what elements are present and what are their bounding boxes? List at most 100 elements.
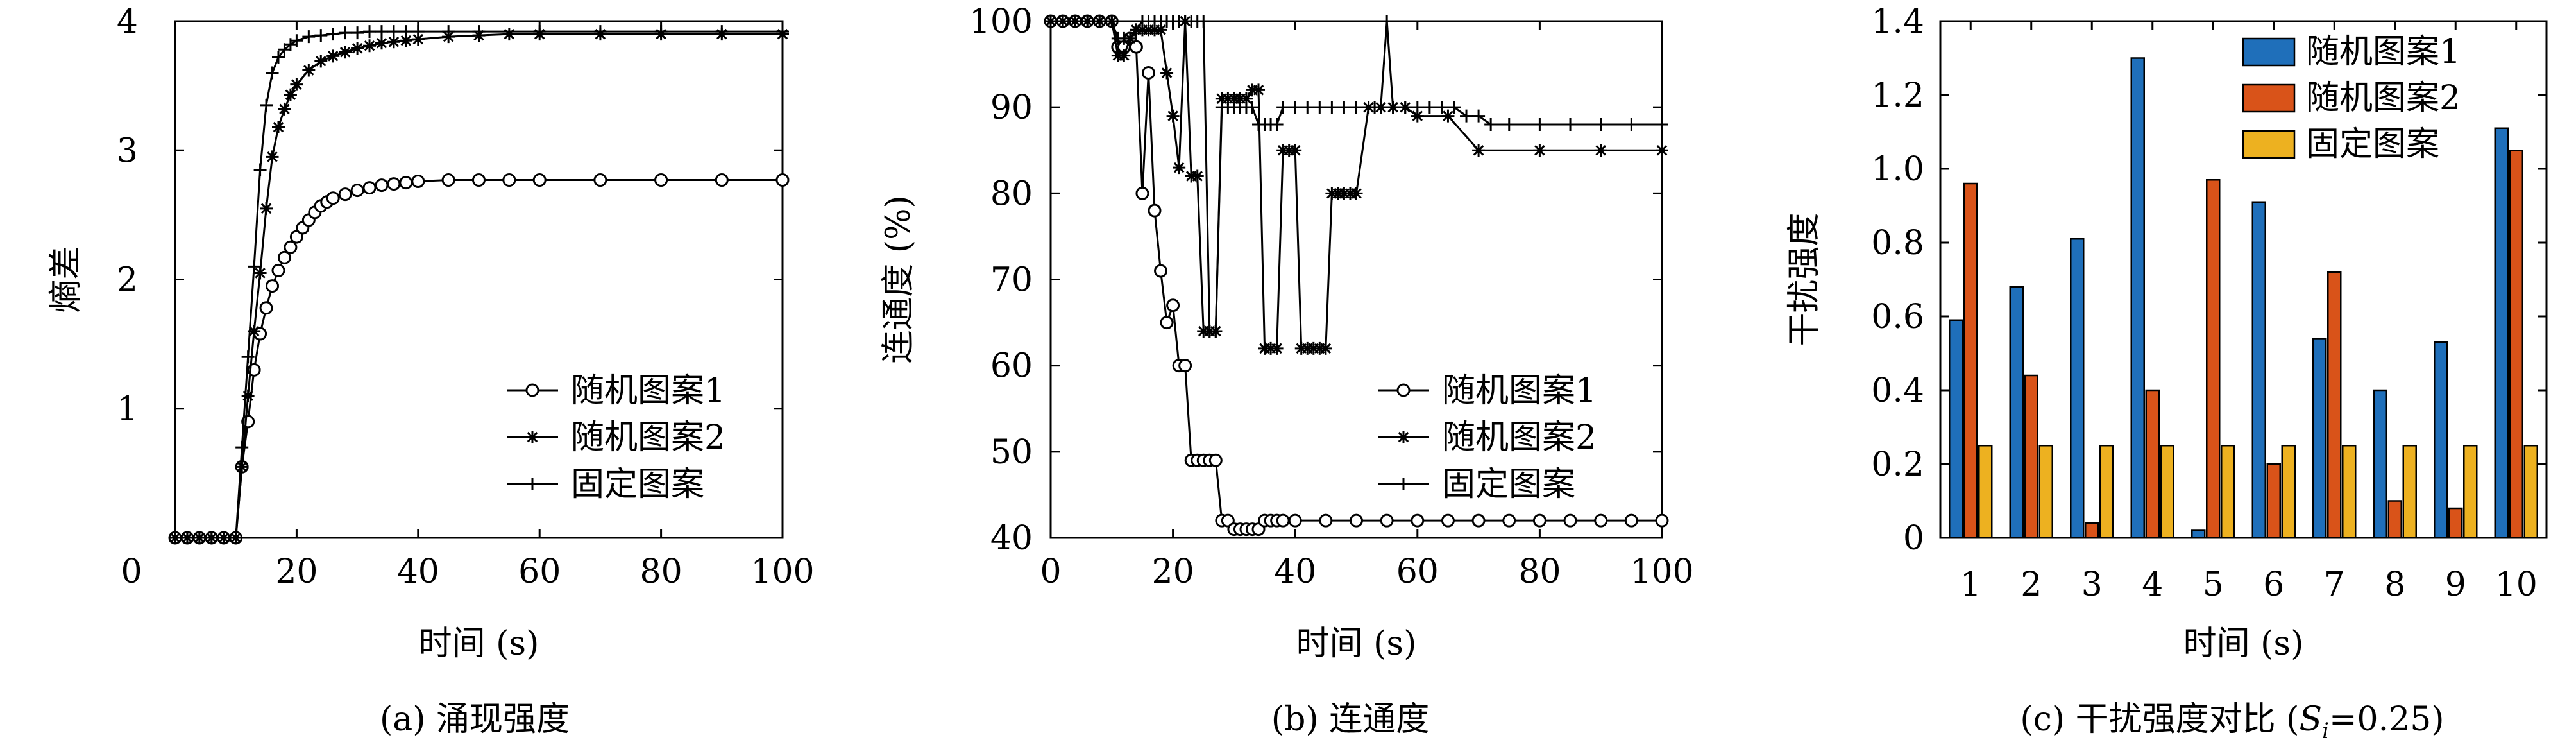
y-tick-label: 3 xyxy=(117,132,138,170)
legend-label: 随机图案1 xyxy=(2306,33,2461,71)
data-point xyxy=(654,25,668,39)
data-point xyxy=(302,64,316,77)
y-tick-label: 0 xyxy=(1903,519,1924,558)
bar xyxy=(2523,445,2538,539)
data-point xyxy=(271,121,285,134)
x-tick-label: 100 xyxy=(750,553,814,591)
data-point xyxy=(1411,101,1424,114)
data-point xyxy=(326,28,340,41)
data-point xyxy=(1625,118,1638,131)
bar xyxy=(2402,445,2417,539)
data-point xyxy=(339,26,352,40)
plot-frame xyxy=(174,20,784,539)
y-tick-label: 50 xyxy=(990,433,1033,472)
plot-frame xyxy=(1049,20,1663,539)
bar xyxy=(2312,338,2327,539)
data-point xyxy=(253,266,267,280)
caption-text: (c) 干扰强度对比 ( xyxy=(2020,700,2299,739)
legend: 随机图案1 随机图案2 固定图案 xyxy=(1378,372,1597,504)
panel-1: 0 20 40 60 80 100 40 50 60 70 80 90 100 时间 (s) 连通度 (%)… xyxy=(879,3,1694,739)
x-tick-label: 10 xyxy=(2495,565,2538,604)
data-point xyxy=(441,173,455,187)
data-point xyxy=(350,184,364,198)
legend-marker xyxy=(526,431,539,443)
bar xyxy=(2085,522,2099,539)
x-tick-label: 40 xyxy=(397,553,439,591)
data-point xyxy=(338,187,352,202)
data-point xyxy=(284,240,298,254)
data-point xyxy=(1252,83,1266,97)
x-tick-label: 60 xyxy=(1396,553,1439,591)
bar xyxy=(2099,445,2114,539)
legend-swatch xyxy=(2242,130,2296,159)
x-tick-label: 1 xyxy=(1960,565,1981,604)
data-point xyxy=(169,531,182,544)
data-point xyxy=(314,55,328,68)
data-point xyxy=(411,25,425,39)
data-point xyxy=(1423,101,1436,114)
data-point xyxy=(266,279,280,293)
legend-label: 固定图案 xyxy=(1442,465,1575,504)
data-point xyxy=(362,181,377,195)
data-point xyxy=(253,163,267,176)
data-point xyxy=(260,202,273,215)
data-point xyxy=(1208,453,1223,467)
bar xyxy=(2494,127,2509,539)
panel-caption: (b) 连通度 xyxy=(1271,700,1429,739)
y-axis-label: 连通度 (%) xyxy=(879,195,918,364)
data-point xyxy=(271,263,285,277)
bar xyxy=(1978,445,1993,539)
data-point xyxy=(1173,161,1186,175)
x-tick-label: 80 xyxy=(1518,553,1561,591)
legend-marker xyxy=(525,383,539,397)
bar xyxy=(2342,445,2357,539)
data-point xyxy=(1337,101,1351,114)
data-point xyxy=(1069,15,1082,28)
data-point xyxy=(217,531,230,544)
data-point xyxy=(387,177,401,191)
data-point xyxy=(1166,109,1180,123)
x-tick-label: 0 xyxy=(121,553,142,591)
data-point xyxy=(1374,101,1387,114)
data-point xyxy=(1472,109,1486,123)
data-point xyxy=(502,28,516,41)
data-point xyxy=(533,25,547,39)
y-tick-label: 60 xyxy=(990,347,1033,386)
bar xyxy=(2221,445,2235,539)
x-tick-label: 80 xyxy=(640,553,682,591)
data-point xyxy=(1130,23,1143,37)
data-point xyxy=(248,325,261,338)
data-point xyxy=(302,30,316,44)
data-point xyxy=(442,25,455,39)
data-point xyxy=(351,42,364,55)
data-point xyxy=(502,173,516,187)
bar xyxy=(2130,57,2145,539)
data-point xyxy=(1276,101,1290,114)
data-point xyxy=(1350,101,1363,114)
caption-sub: i xyxy=(2322,718,2329,744)
data-point xyxy=(1533,118,1546,131)
y-tick-label: 70 xyxy=(990,261,1033,300)
data-point xyxy=(1656,144,1668,157)
data-point xyxy=(229,531,242,544)
y-tick-label: 80 xyxy=(990,175,1033,213)
data-point xyxy=(1289,101,1302,114)
bar xyxy=(2448,507,2463,539)
data-point xyxy=(1386,101,1400,114)
data-point xyxy=(399,34,412,47)
x-tick-label: 2 xyxy=(2021,565,2042,604)
y-tick-label: 0.6 xyxy=(1871,298,1924,336)
bar xyxy=(2463,445,2478,539)
data-point xyxy=(235,460,249,474)
data-point xyxy=(399,25,412,39)
plot-frame xyxy=(1939,20,2548,539)
bar xyxy=(2206,179,2221,539)
data-point xyxy=(532,173,547,187)
caption-text: =0.25) xyxy=(2329,700,2445,739)
data-point xyxy=(1350,187,1363,200)
data-point xyxy=(1288,513,1302,528)
data-point xyxy=(351,26,364,40)
bar xyxy=(2266,463,2281,539)
data-point xyxy=(1246,101,1259,114)
